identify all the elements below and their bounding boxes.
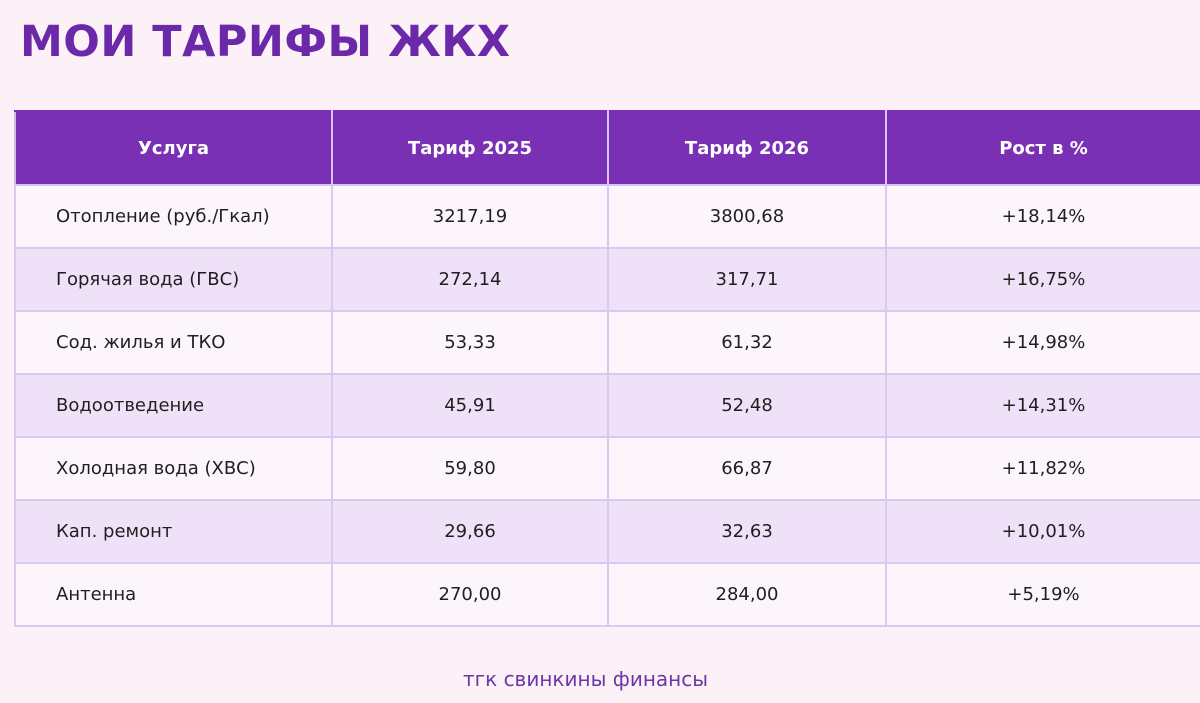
cell-service: Холодная вода (ХВС) — [14, 436, 333, 501]
cell-growth: +14,31% — [885, 373, 1200, 438]
header-tariff-2025: Тариф 2025 — [331, 110, 609, 186]
cell-growth: +16,75% — [885, 247, 1200, 312]
cell-service: Кап. ремонт — [14, 499, 333, 564]
cell-tariff-2026: 317,71 — [607, 247, 887, 312]
cell-growth: +14,98% — [885, 310, 1200, 375]
header-tariff-2026: Тариф 2026 — [607, 110, 887, 186]
cell-tariff-2026: 52,48 — [607, 373, 887, 438]
cell-tariff-2025: 53,33 — [331, 310, 609, 375]
table-row: Отопление (руб./Гкал) 3217,19 3800,68 +1… — [14, 184, 1200, 249]
cell-tariff-2026: 66,87 — [607, 436, 887, 501]
cell-tariff-2026: 3800,68 — [607, 184, 887, 249]
cell-tariff-2025: 45,91 — [331, 373, 609, 438]
cell-tariff-2025: 272,14 — [331, 247, 609, 312]
cell-service: Горячая вода (ГВС) — [14, 247, 333, 312]
cell-service: Отопление (руб./Гкал) — [14, 184, 333, 249]
table-row: Водоотведение 45,91 52,48 +14,31% — [14, 373, 1200, 438]
table-row: Антенна 270,00 284,00 +5,19% — [14, 562, 1200, 627]
cell-growth: +11,82% — [885, 436, 1200, 501]
page-title: МОИ ТАРИФЫ ЖКХ — [20, 17, 511, 67]
table-header-row: Услуга Тариф 2025 Тариф 2026 Рост в % — [14, 110, 1200, 186]
cell-tariff-2025: 3217,19 — [331, 184, 609, 249]
cell-tariff-2026: 32,63 — [607, 499, 887, 564]
cell-growth: +5,19% — [885, 562, 1200, 627]
table-row: Кап. ремонт 29,66 32,63 +10,01% — [14, 499, 1200, 564]
table-row: Холодная вода (ХВС) 59,80 66,87 +11,82% — [14, 436, 1200, 501]
cell-tariff-2026: 61,32 — [607, 310, 887, 375]
cell-service: Сод. жилья и ТКО — [14, 310, 333, 375]
cell-growth: +10,01% — [885, 499, 1200, 564]
tariffs-table: Услуга Тариф 2025 Тариф 2026 Рост в % От… — [14, 110, 1200, 627]
header-service: Услуга — [14, 110, 333, 186]
header-growth: Рост в % — [885, 110, 1200, 186]
cell-tariff-2025: 59,80 — [331, 436, 609, 501]
cell-tariff-2025: 270,00 — [331, 562, 609, 627]
cell-tariff-2025: 29,66 — [331, 499, 609, 564]
cell-tariff-2026: 284,00 — [607, 562, 887, 627]
cell-service: Водоотведение — [14, 373, 333, 438]
table-row: Горячая вода (ГВС) 272,14 317,71 +16,75% — [14, 247, 1200, 312]
cell-growth: +18,14% — [885, 184, 1200, 249]
footer-caption: тгк свинкины финансы — [462, 667, 709, 691]
table-row: Сод. жилья и ТКО 53,33 61,32 +14,98% — [14, 310, 1200, 375]
cell-service: Антенна — [14, 562, 333, 627]
